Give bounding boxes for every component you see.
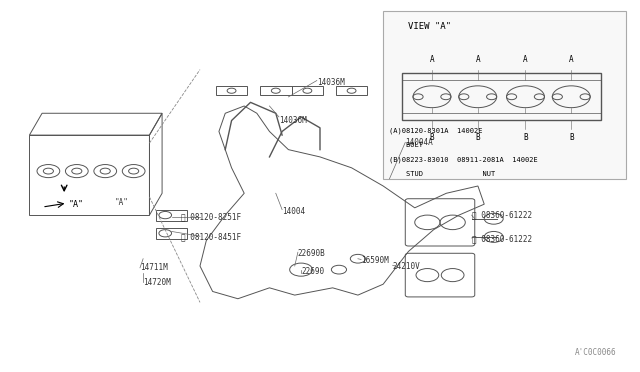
Bar xyxy=(156,210,188,221)
Text: A: A xyxy=(476,55,480,64)
Text: B: B xyxy=(476,133,480,142)
Text: Ⓢ 08360-61222: Ⓢ 08360-61222 xyxy=(472,234,532,243)
Text: 14711M: 14711M xyxy=(140,263,168,272)
Text: A: A xyxy=(429,55,435,64)
Text: "A": "A" xyxy=(68,200,84,209)
Text: B: B xyxy=(523,133,528,142)
Text: 14036M: 14036M xyxy=(279,116,307,125)
Text: 24210V: 24210V xyxy=(393,262,420,270)
Text: (A)08120-8301A  14002E: (A)08120-8301A 14002E xyxy=(390,128,483,134)
Bar xyxy=(402,73,601,120)
Text: B: B xyxy=(569,133,573,142)
Bar xyxy=(156,228,188,239)
Text: BOLT: BOLT xyxy=(390,142,424,148)
Text: "A": "A" xyxy=(115,198,129,207)
Text: (B)08223-83010  08911-2081A  14002E: (B)08223-83010 08911-2081A 14002E xyxy=(390,157,538,163)
Text: ③ 08120-8251F: ③ 08120-8251F xyxy=(181,212,241,221)
Text: 14720M: 14720M xyxy=(143,278,171,287)
Text: VIEW "A": VIEW "A" xyxy=(408,22,451,31)
Text: 16590M: 16590M xyxy=(361,256,389,265)
Text: 22690B: 22690B xyxy=(298,249,326,258)
Bar xyxy=(383,12,627,179)
Text: ③ 08120-8451F: ③ 08120-8451F xyxy=(181,232,241,241)
Text: 14004A: 14004A xyxy=(405,138,433,147)
Text: Ⓢ 08360-61222: Ⓢ 08360-61222 xyxy=(472,211,532,219)
Text: A: A xyxy=(523,55,528,64)
Text: B: B xyxy=(429,133,435,142)
Text: 14036M: 14036M xyxy=(317,78,344,87)
Text: A'C0C0066: A'C0C0066 xyxy=(575,348,617,357)
Text: 22690: 22690 xyxy=(301,267,324,276)
Text: 14004: 14004 xyxy=(282,207,305,216)
Text: STUD              NUT: STUD NUT xyxy=(390,171,496,177)
Text: A: A xyxy=(569,55,573,64)
